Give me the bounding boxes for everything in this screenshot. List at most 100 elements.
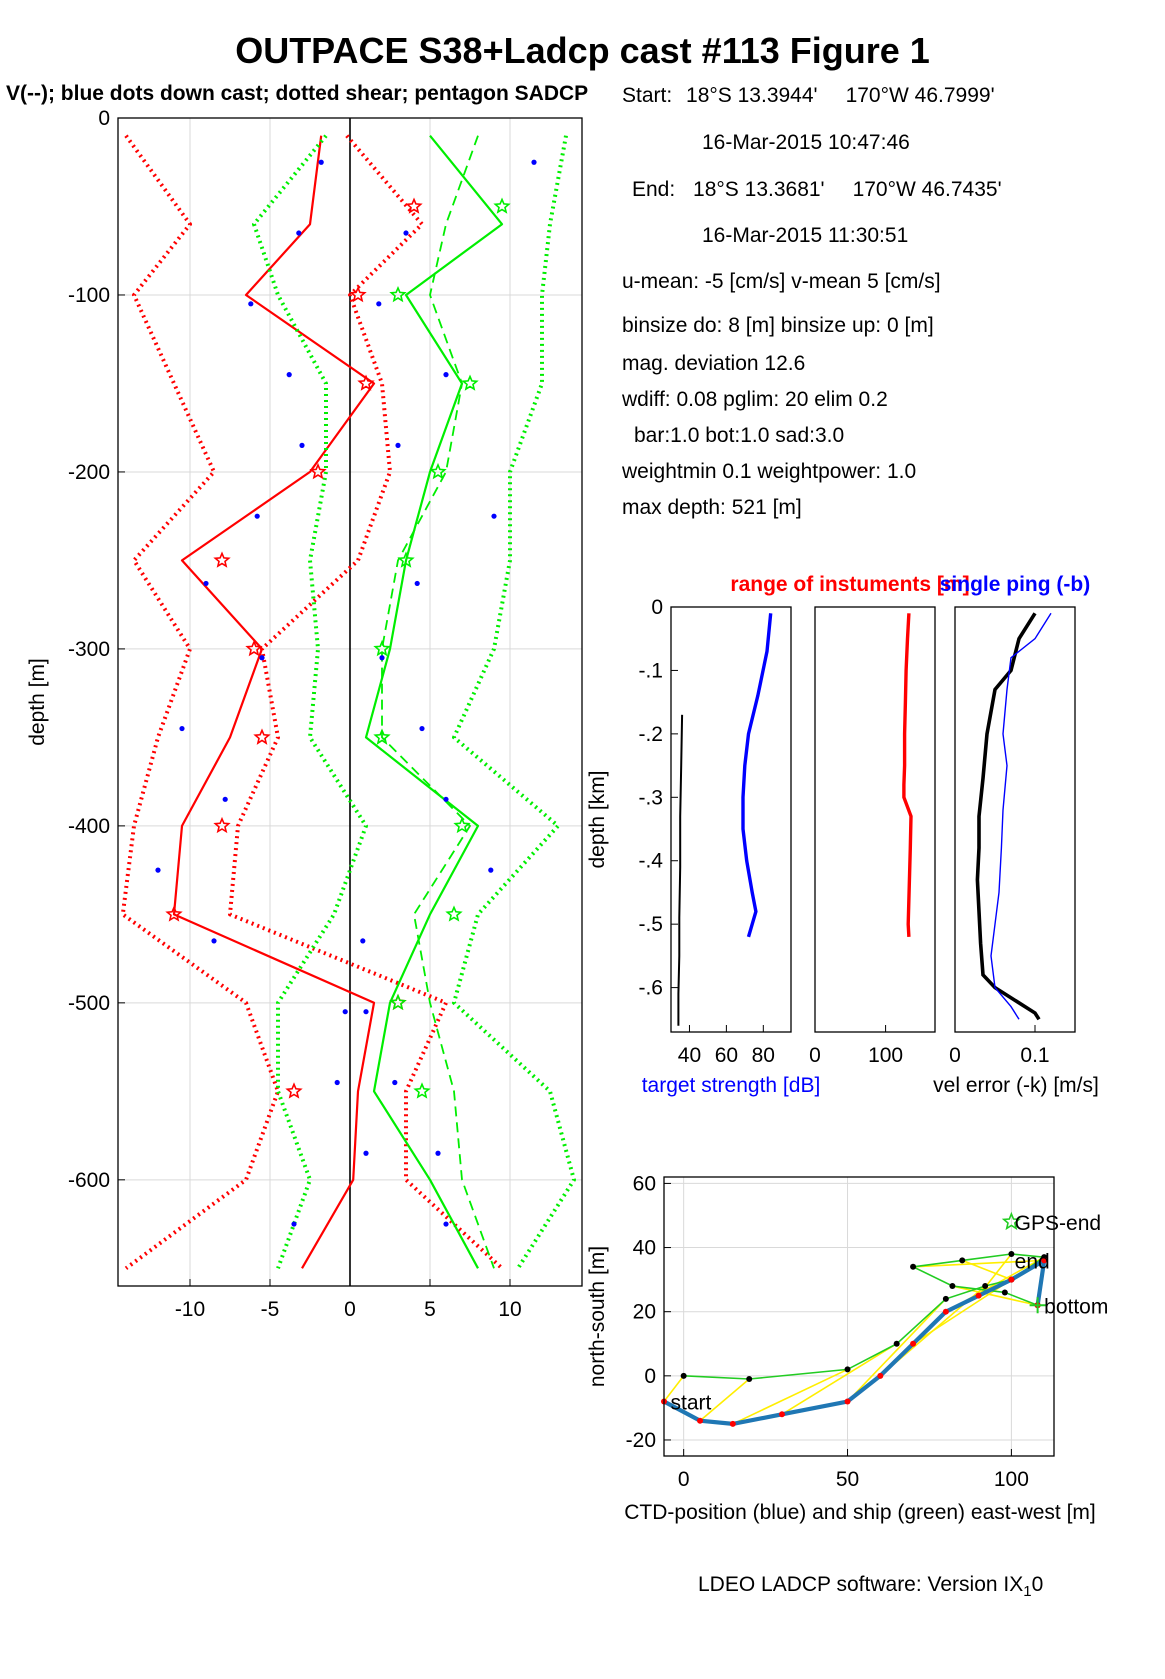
position-panel-ytick-label-3: 0: [644, 1365, 656, 1388]
start-longitude: 170°W 46.7999': [845, 84, 995, 107]
bottom-label: bottom: [1044, 1295, 1108, 1318]
velocity-panel-ytick-label-2: -200: [68, 461, 110, 484]
position-panel-frame: [663, 1176, 1055, 1457]
params-line-1: wdiff: 0.08 pglim: 20 elim 0.2: [622, 388, 888, 411]
position-panel-xtick-label-2: 100: [994, 1468, 1029, 1491]
sadcp-v-marker-1: [389, 285, 407, 303]
down-cast-dot-u-5: [254, 513, 260, 519]
target-strength-panel-ytick-label-2: -.2: [638, 723, 663, 746]
velocity-v-dashed-line-4: [381, 135, 495, 1269]
position-ylabel: north-south [m]: [586, 1246, 609, 1387]
start-latitude: 18°S 13.3944': [686, 84, 818, 107]
down-cast-dot-u-11: [211, 938, 217, 944]
ship-fix-dot-9: [959, 1257, 966, 1264]
sadcp-u-marker-10: [285, 1082, 303, 1099]
ship-fix-dot-11: [949, 1283, 956, 1290]
ship-fix-dot-12: [1001, 1289, 1008, 1296]
vel-error-panel-xtick-label-1: 0.1: [1020, 1044, 1049, 1067]
software-label: LDEO LADCP software: Version IX: [698, 1573, 1024, 1596]
start-label: Start:: [622, 84, 673, 107]
params-line-2: bar:1.0 bot:1.0 sad:3.0: [634, 424, 845, 447]
sadcp-v-marker-5: [373, 639, 391, 657]
position-link-2: [732, 1368, 848, 1425]
sadcp-u-marker-4: [213, 551, 231, 568]
target-strength-line-0: [741, 613, 773, 938]
down-cast-dot-v-13: [392, 1079, 398, 1086]
down-cast-dot-v-8: [419, 725, 425, 732]
target-strength-line-1: [677, 714, 684, 1026]
down-cast-dot-v-14: [435, 1150, 441, 1156]
end-latitude: 18°S 13.3681': [693, 178, 825, 201]
velocity-v-dotted-line-6: [252, 134, 368, 1269]
down-cast-dot-u-4: [299, 442, 305, 448]
velocity-u-dotted-line-1: [120, 134, 280, 1270]
max-depth: max depth: 521 [m]: [622, 496, 802, 519]
ctd-fix-dot-7: [942, 1308, 949, 1315]
velocity-panel-xtick-label-2: 0: [344, 1298, 356, 1321]
sadcp-u-marker-0: [405, 197, 423, 214]
position-panel-xtick-label-1: 50: [836, 1468, 859, 1491]
target-strength-panel-ytick-label-4: -.4: [638, 850, 663, 873]
down-cast-dot-u-15: [291, 1221, 297, 1227]
ctd-fix-dot-2: [729, 1420, 736, 1427]
ship-fix-dot-8: [1008, 1250, 1015, 1257]
target-strength-panel-frame: [670, 606, 792, 1033]
down-cast-dot-v-4: [395, 442, 401, 448]
vel-error-line-1: [990, 612, 1052, 1020]
sadcp-v-marker-4: [397, 551, 415, 568]
velocity-panel-xtick-label-4: 10: [498, 1298, 521, 1321]
velocity-panel-ytick-label-4: -400: [68, 815, 110, 838]
ctd-fix-dot-9: [1008, 1276, 1015, 1283]
ship-fix-dot-0: [680, 1372, 687, 1379]
velocity-means: u-mean: -5 [cm/s] v-mean 5 [cm/s]: [622, 270, 941, 293]
ctd-fix-dot-1: [697, 1417, 704, 1424]
position-link-10: [913, 1259, 1045, 1268]
position-link-11: [952, 1285, 1038, 1307]
down-cast-dot-u-7: [259, 655, 265, 661]
velocity-panel-ytick-label-0: 0: [98, 107, 110, 130]
vel-error-line-0: [975, 612, 1041, 1021]
range-ylabel: depth [km]: [586, 770, 609, 868]
binsize-info: binsize do: 8 [m] binsize up: 0 [m]: [622, 314, 934, 337]
ship-fix-dot-4: [942, 1295, 949, 1302]
velocity-panel-ytick-label-1: -100: [68, 284, 110, 307]
gps-end-marker: [1001, 1211, 1021, 1231]
sadcp-u-marker-7: [213, 816, 231, 834]
mag-deviation: mag. deviation 12.6: [622, 352, 806, 375]
target-strength-panel-ytick-label-1: -.1: [638, 659, 663, 682]
position-link-3: [781, 1343, 898, 1415]
target-strength-panel-xtick-label-0: 40: [678, 1044, 701, 1067]
position-link-6: [912, 1278, 1012, 1345]
down-cast-dot-u-13: [334, 1079, 340, 1086]
down-cast-dot-u-10: [155, 867, 161, 873]
down-cast-dot-v-15: [443, 1221, 449, 1227]
down-cast-dot-v-7: [379, 655, 385, 661]
ctd-fix-dot-6: [910, 1340, 917, 1347]
target-strength-panel-ytick-label-5: -.5: [638, 913, 663, 936]
down-cast-dot-v-6: [414, 580, 420, 587]
down-cast-dot-v-3: [443, 372, 449, 378]
velocity-panel-xtick-label-1: -5: [261, 1298, 280, 1321]
end-longitude: 170°W 46.7435': [852, 178, 1002, 201]
page-title: OUTPACE S38+Ladcp cast #113 Figure 1: [235, 30, 930, 71]
weights-info: weightmin 0.1 weightpower: 1.0: [622, 460, 917, 483]
range-title: range of instuments [m]: [730, 573, 969, 596]
down-cast-dot-v-9: [443, 796, 449, 802]
velocity-u-dotted-line-2: [228, 134, 504, 1270]
down-cast-dot-u-8: [179, 725, 185, 732]
ship-fix-dot-3: [893, 1340, 900, 1347]
ctd-track: [663, 1256, 1047, 1427]
position-panel-ytick-label-0: 60: [633, 1172, 656, 1195]
ship-fix-dot-2: [844, 1366, 851, 1373]
down-cast-dot-u-3: [286, 372, 292, 378]
sadcp-v-marker-0: [493, 197, 511, 214]
position-xlabel: CTD-position (blue) and ship (green) eas…: [624, 1501, 1096, 1524]
target-strength-panel-ytick-label-6: -.6: [638, 977, 663, 1000]
position-link-1: [699, 1378, 750, 1422]
sadcp-u-marker-1: [349, 285, 367, 303]
range-panel-xtick-label-0: 0: [809, 1044, 821, 1067]
software-version: LDEO LADCP software: Version IX10: [698, 1573, 1043, 1600]
end-label: end: [1015, 1250, 1050, 1273]
position-panel-ytick-label-2: 20: [633, 1301, 656, 1324]
